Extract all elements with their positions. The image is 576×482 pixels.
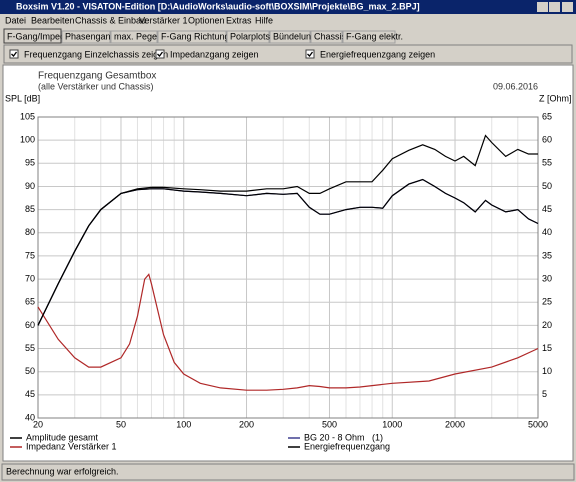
- tab-label[interactable]: F-Gang elektr.: [346, 31, 403, 41]
- y2-tick-label: 10: [542, 366, 552, 376]
- series-line: [37, 178, 539, 326]
- y2-tick-label: 30: [542, 273, 552, 283]
- y-tick-label: 80: [25, 227, 35, 237]
- y2-tick-label: 20: [542, 320, 552, 330]
- y-tick-label: 75: [25, 250, 35, 260]
- status-bar: [1, 463, 575, 481]
- y2-axis-label: Z [Ohm]: [539, 93, 572, 103]
- y2-tick-label: 45: [542, 204, 552, 214]
- tab[interactable]: [226, 30, 270, 44]
- y-tick-label: 95: [25, 158, 35, 168]
- options-panel: [3, 44, 573, 64]
- y-tick-label: 55: [25, 343, 35, 353]
- tab[interactable]: [342, 30, 396, 44]
- y-tick-label: 100: [20, 135, 35, 145]
- x-tick-label: 50: [116, 419, 126, 429]
- tab[interactable]: [61, 30, 111, 44]
- y2-tick-label: 40: [542, 227, 552, 237]
- chart-title: Frequenzgang Gesamtbox: [38, 71, 156, 82]
- y-tick-label: 105: [20, 111, 35, 121]
- y-tick-label: 45: [25, 389, 35, 399]
- menu-item[interactable]: Optionen: [188, 15, 225, 25]
- status-text: Berechnung war erfolgreich.: [6, 466, 119, 476]
- x-tick-label: 500: [322, 419, 337, 429]
- y2-tick-label: 35: [542, 250, 552, 260]
- chart-panel: [2, 64, 574, 462]
- chart-subtitle: (alle Verstärker und Chassis): [38, 81, 154, 91]
- tab-label[interactable]: Phasengang: [65, 31, 116, 41]
- legend-label: Amplitude gesamt: [26, 432, 99, 442]
- y2-tick-label: 55: [542, 158, 552, 168]
- menu-item[interactable]: Bearbeiten: [31, 15, 75, 25]
- checkmark[interactable]: [11, 51, 18, 57]
- y-tick-label: 50: [25, 366, 35, 376]
- tab[interactable]: [3, 28, 62, 44]
- y2-tick-label: 65: [542, 111, 552, 121]
- checkmark[interactable]: [307, 51, 314, 57]
- y2-tick-label: 25: [542, 297, 552, 307]
- checkmark[interactable]: [157, 51, 164, 57]
- series-line: [37, 134, 538, 326]
- checkbox-label[interactable]: Impedanzgang zeigen: [170, 49, 259, 59]
- y-tick-label: 65: [25, 297, 35, 307]
- y2-tick-label: 5: [542, 389, 547, 399]
- menu-item[interactable]: Hilfe: [255, 15, 273, 25]
- tab-label[interactable]: Chassis: [314, 31, 347, 41]
- minimize-button[interactable]: [537, 2, 548, 12]
- legend-label: Impedanz Verstärker 1: [26, 441, 117, 451]
- menu-item[interactable]: Extras: [226, 15, 252, 25]
- close-button[interactable]: [562, 2, 573, 12]
- y-tick-label: 70: [25, 273, 35, 283]
- legend-label: Energiefrequenzgang: [304, 441, 390, 451]
- tab-label[interactable]: F-Gang/Imped.: [7, 31, 68, 41]
- menu-item[interactable]: Datei: [5, 15, 26, 25]
- chart-date: 09.06.2016: [493, 81, 538, 91]
- x-tick-label: 1000: [382, 419, 402, 429]
- checkbox-label[interactable]: Frequenzgang Einzelchassis zeigen: [24, 49, 168, 59]
- legend-note: (1): [372, 432, 383, 442]
- x-tick-label: 100: [176, 419, 191, 429]
- tab-label[interactable]: max. Pegel: [114, 31, 159, 41]
- x-tick-label: 2000: [445, 419, 465, 429]
- tab[interactable]: [110, 30, 158, 44]
- x-tick-label: 200: [239, 419, 254, 429]
- menu-item[interactable]: Verstärker 1: [139, 15, 188, 25]
- y-axis-label: SPL [dB]: [5, 93, 40, 103]
- tab[interactable]: [157, 30, 227, 44]
- plot-frame: [37, 116, 539, 419]
- window-title: Boxsim V1.20 - VISATON-Edition [D:\Audio…: [16, 1, 420, 11]
- y-tick-label: 90: [25, 181, 35, 191]
- checkbox[interactable]: [9, 49, 19, 59]
- y2-tick-label: 60: [542, 135, 552, 145]
- tab[interactable]: [310, 30, 343, 44]
- tab-label[interactable]: F-Gang Richtungen: [161, 31, 240, 41]
- y-tick-label: 85: [25, 204, 35, 214]
- tab[interactable]: [269, 30, 311, 44]
- series-line: [37, 273, 539, 391]
- checkbox[interactable]: [305, 49, 315, 59]
- checkbox-label[interactable]: Energiefrequenzgang zeigen: [320, 49, 435, 59]
- tab-label[interactable]: Polarplots: [230, 31, 271, 41]
- maximize-button[interactable]: [549, 2, 560, 12]
- x-tick-label: 20: [33, 419, 43, 429]
- y-tick-label: 60: [25, 320, 35, 330]
- title-bar: [0, 0, 576, 14]
- checkbox[interactable]: [155, 49, 165, 59]
- y2-tick-label: 15: [542, 343, 552, 353]
- menu-item[interactable]: Chassis & Einbau: [75, 15, 146, 25]
- legend-label: BG 20 - 8 Ohm: [304, 432, 365, 442]
- y-tick-label: 40: [25, 412, 35, 422]
- x-tick-label: 5000: [528, 419, 548, 429]
- y2-tick-label: 50: [542, 181, 552, 191]
- tab-label[interactable]: Bündelung: [273, 31, 316, 41]
